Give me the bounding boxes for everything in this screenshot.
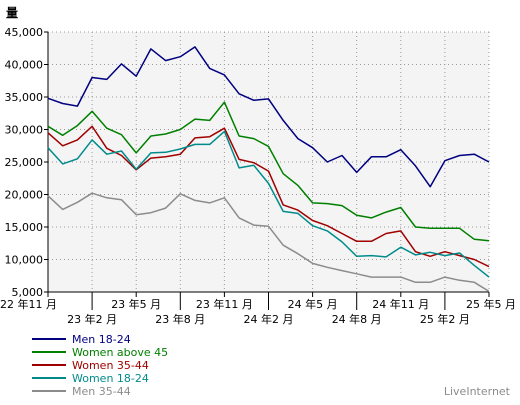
series-line	[47, 125, 490, 268]
y-tick-label: 15,000	[5, 221, 44, 234]
x-axis-ticks: 22 年11 月 23 年5 月 23 年11 月 24 年5 月 24 年11 月 25…	[0, 292, 516, 326]
x-tick-label: 25 年2 月	[420, 312, 470, 326]
x-tick-label: 22 年11 月	[0, 297, 57, 311]
liveinternet-brand: LiveInternet	[443, 385, 510, 398]
x-tick-label: 23 年2 月	[67, 312, 117, 326]
x-tick-label: 24 年8 月	[332, 312, 382, 326]
y-axis-label: 量	[6, 6, 18, 20]
x-tick-label: 24 年11 月	[372, 297, 429, 311]
x-tick-label: 24 年2 月	[244, 312, 294, 326]
x-tick-label: 24 年5 月	[288, 297, 338, 311]
legend-label: Men 18-24	[72, 333, 131, 346]
legend-label: Women 35-44	[72, 359, 149, 372]
y-tick-label: 5,000	[12, 286, 44, 299]
y-tick-label: 35,000	[5, 91, 44, 104]
y-tick-label: 45,000	[5, 26, 44, 39]
y-axis-ticks: 5,000 10,000 15,000 20,000 25,000 30,000 35,00…	[5, 26, 48, 299]
y-tick-label: 40,000	[5, 59, 44, 72]
legend-swatch	[32, 351, 66, 353]
legend-swatch	[32, 338, 66, 340]
y-tick-label: 25,000	[5, 156, 44, 169]
series-line	[47, 130, 490, 278]
legend-label: Men 35-44	[72, 385, 131, 398]
series-line	[47, 192, 490, 293]
x-tick-label: 23 年8 月	[155, 312, 205, 326]
legend-swatch	[32, 364, 66, 366]
legend-swatch	[32, 390, 66, 392]
x-tick-label: 23 年5 月	[111, 297, 161, 311]
legend-label: Women 18-24	[72, 372, 149, 385]
series-line	[47, 46, 490, 188]
y-tick-label: 20,000	[5, 189, 44, 202]
x-tick-label: 23 年11 月	[196, 297, 253, 311]
legend-swatch	[32, 377, 66, 379]
y-tick-label: 30,000	[5, 124, 44, 137]
y-tick-label: 10,000	[5, 254, 44, 267]
x-tick-label: 25 年5 月	[466, 297, 516, 311]
line-chart: 5,000 10,000 15,000 20,000 25,000 30,000 35,00…	[0, 6, 516, 326]
series-lines	[47, 46, 490, 293]
legend-label: Women above 45	[72, 346, 169, 359]
series-line	[47, 101, 490, 242]
